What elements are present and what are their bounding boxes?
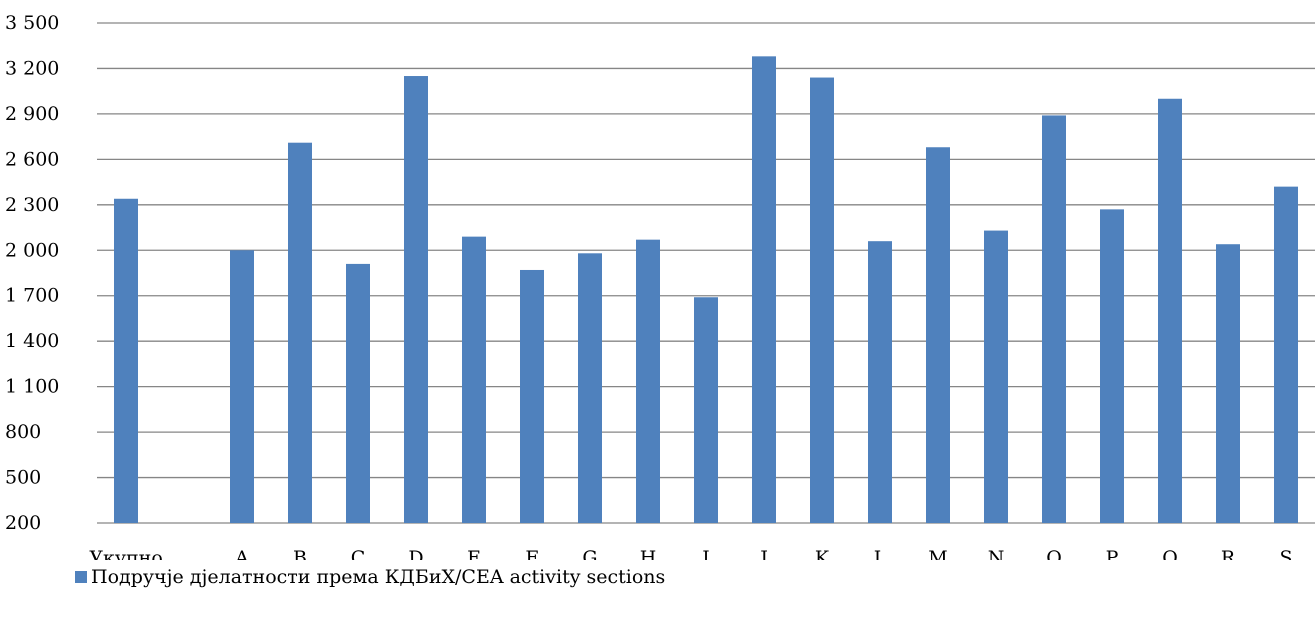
x-tick-label: J: [758, 547, 768, 560]
x-tick-label: L: [874, 547, 887, 560]
bar: [694, 297, 718, 523]
bar: [810, 77, 834, 523]
x-tick-label: B: [293, 547, 307, 560]
y-axis-labels: 3 500 3 200 2 900 2 600 2 300 2 000 1 700 1 400…: [5, 12, 59, 534]
bar: [230, 250, 254, 524]
y-tick-label: 1 100: [5, 376, 59, 398]
x-tick-label: G: [582, 547, 597, 560]
bars: [114, 56, 1298, 524]
bar: [288, 142, 312, 524]
y-tick-label: 2 000: [5, 239, 59, 261]
x-tick-label: A: [234, 547, 249, 560]
x-tick-label: S: [1279, 547, 1292, 560]
bar: [578, 253, 602, 523]
legend-label: Подручје дјелатности према КДБиХ/CEA act…: [91, 566, 666, 588]
x-tick-label: N: [988, 547, 1005, 560]
x-tick-label: R: [1221, 547, 1236, 560]
bar: [868, 241, 892, 523]
x-tick-label: Q: [1162, 547, 1178, 560]
x-tick-label: P: [1106, 547, 1119, 560]
legend-swatch: [75, 571, 87, 583]
bar: [404, 76, 428, 523]
x-tick-label: F: [525, 547, 538, 560]
x-tick-label: E: [467, 547, 481, 560]
y-tick-label: 1 700: [5, 285, 59, 307]
bar: [984, 230, 1008, 524]
x-tick-label: H: [640, 547, 657, 560]
x-tick-label: O: [1046, 547, 1062, 560]
legend: Подручје дјелатности према КДБиХ/CEA act…: [75, 565, 665, 589]
y-tick-label: 200: [5, 512, 41, 534]
x-tick-label: Укупно: [89, 547, 163, 560]
bar: [1042, 115, 1066, 523]
x-tick-label: C: [351, 547, 366, 560]
bar-chart: 3 500 3 200 2 900 2 600 2 300 2 000 1 700 1 400…: [5, 12, 1315, 560]
bar: [1274, 186, 1298, 524]
y-tick-label: 1 400: [5, 330, 59, 352]
x-tick-label: I: [702, 547, 710, 560]
x-axis-labels: Укупно A B C D E F G H I J K L M N O P Q R S: [89, 547, 1292, 560]
bar: [636, 239, 660, 523]
y-tick-label: 3 500: [5, 12, 59, 34]
y-tick-label: 800: [5, 421, 41, 443]
y-tick-label: 2 600: [5, 148, 59, 170]
bar: [1158, 98, 1182, 524]
bar: [114, 198, 138, 523]
x-tick-label: D: [408, 547, 423, 560]
y-tick-label: 2 900: [5, 103, 59, 125]
bar: [926, 147, 950, 523]
x-tick-label: K: [815, 547, 830, 560]
y-tick-label: 3 200: [5, 57, 59, 79]
x-tick-label: M: [928, 547, 947, 560]
bar: [462, 236, 486, 524]
bar: [346, 263, 370, 523]
bar: [520, 269, 544, 523]
bar: [1216, 244, 1240, 523]
bar: [1100, 209, 1124, 523]
y-tick-label: 500: [5, 467, 41, 489]
bar: [752, 56, 776, 523]
y-tick-label: 2 300: [5, 194, 59, 216]
